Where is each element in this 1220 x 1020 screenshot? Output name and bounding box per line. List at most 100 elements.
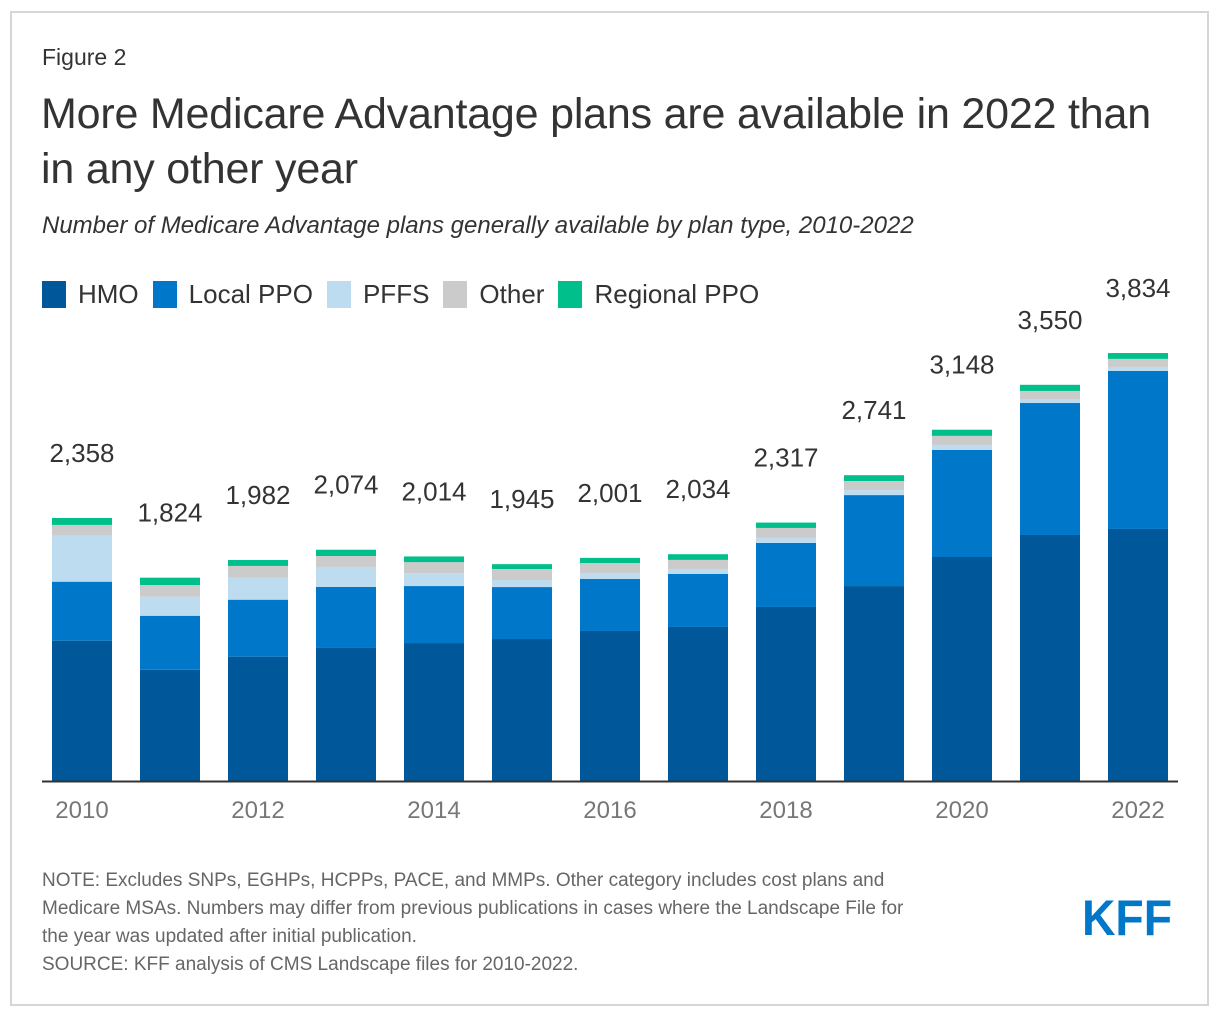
total-label-2012: 1,982 (225, 480, 290, 510)
bar-stack-2014 (404, 556, 464, 782)
legend-label-regional-ppo: Regional PPO (594, 279, 760, 309)
legend-label-pffs: PFFS (362, 279, 430, 309)
bar-regional-ppo-2021 (1020, 384, 1080, 391)
total-label-2011: 1,824 (137, 498, 202, 528)
bar-stack-2021 (1020, 384, 1080, 782)
bar-local-ppo-2014 (404, 586, 464, 644)
legend-label-local-ppo: Local PPO (188, 279, 313, 309)
legend-item-hmo: HMO (42, 279, 139, 310)
total-label-2015: 1,945 (489, 484, 554, 514)
legend-swatch-hmo (42, 281, 66, 308)
bar-other-2014 (404, 562, 464, 574)
bar-regional-ppo-2018 (756, 522, 816, 528)
x-tick-label-2018: 2018 (759, 797, 812, 824)
bar-other-2021 (1020, 390, 1080, 399)
bar-hmo-2019 (844, 586, 904, 782)
x-tick-label-2014: 2014 (407, 797, 460, 824)
bar-pffs-2010 (52, 535, 112, 582)
note-line: NOTE: Excludes SNPs, EGHPs, HCPPs, PACE,… (42, 870, 885, 891)
x-tick-label-2020: 2020 (935, 797, 988, 824)
bar-local-ppo-2022 (1108, 370, 1168, 529)
legend-item-regional-ppo: Regional PPO (558, 279, 759, 310)
bar-other-2012 (228, 565, 288, 578)
bar-pffs-2017 (668, 568, 728, 574)
bar-hmo-2018 (756, 606, 816, 782)
kff-logo: KFF (1082, 898, 1172, 938)
bar-other-2020 (932, 435, 992, 445)
stacked-bar-chart: 2,358 2010 1,824 1,982 2012 2,074 2,014 2014 1,9… (42, 273, 1178, 824)
total-label-2019: 2,741 (841, 395, 906, 425)
bar-regional-ppo-2019 (844, 475, 904, 482)
legend-item-pffs: PFFS (326, 279, 430, 310)
bar-local-ppo-2021 (1020, 403, 1080, 535)
bar-stack-2022 (1108, 353, 1168, 782)
bar-other-2013 (316, 555, 376, 567)
bar-hmo-2010 (52, 640, 112, 782)
total-label-2020: 3,148 (929, 350, 994, 380)
bar-local-ppo-2017 (668, 573, 728, 627)
bar-other-2019 (844, 481, 904, 491)
x-tick-label-2022: 2022 (1111, 797, 1164, 824)
bar-pffs-2018 (756, 537, 816, 543)
note-source: NOTE: Excludes SNPs, EGHPs, HCPPs, PACE,… (42, 867, 1052, 979)
bar-local-ppo-2013 (316, 586, 376, 648)
bar-hmo-2022 (1108, 528, 1168, 782)
bar-hmo-2016 (580, 630, 640, 782)
bar-stack-2015 (492, 564, 552, 782)
bar-other-2010 (52, 524, 112, 536)
bar-stack-2019 (844, 475, 904, 782)
bar-hmo-2017 (668, 626, 728, 782)
total-label-2017: 2,034 (665, 474, 730, 504)
bar-local-ppo-2020 (932, 449, 992, 557)
x-tick-label-2010: 2010 (55, 797, 108, 824)
figure-frame (10, 11, 1209, 1006)
total-label-2014: 2,014 (401, 476, 466, 506)
bar-other-2016 (580, 563, 640, 573)
legend-swatch-local-ppo (152, 281, 177, 308)
note-line: Medicare MSAs. Numbers may differ from p… (42, 898, 904, 919)
figure-label: Figure 2 (42, 44, 127, 70)
bar-regional-ppo-2020 (932, 429, 992, 436)
bar-regional-ppo-2013 (316, 549, 376, 556)
bar-hmo-2012 (228, 656, 288, 782)
total-label-2021: 3,550 (1017, 305, 1082, 335)
bar-regional-ppo-2022 (1108, 353, 1168, 359)
legend-swatch-pffs (326, 281, 351, 308)
bar-stack-2012 (228, 560, 288, 782)
bar-stack-2013 (316, 549, 376, 782)
bar-other-2015 (492, 569, 552, 581)
bar-regional-ppo-2014 (404, 556, 464, 563)
total-label-2018: 2,317 (753, 443, 818, 473)
kff-logo-text: KFF (1082, 898, 1172, 938)
bar-local-ppo-2010 (52, 581, 112, 641)
bar-stack-2016 (580, 557, 640, 782)
bar-regional-ppo-2016 (580, 557, 640, 564)
legend-item-local-ppo: Local PPO (152, 279, 313, 310)
legend-swatch-other (443, 281, 468, 308)
bar-other-2011 (140, 585, 200, 597)
bar-pffs-2020 (932, 444, 992, 450)
bar-pffs-2021 (1020, 398, 1080, 404)
note-line: the year was updated after initial publi… (42, 926, 417, 947)
chart-title: More Medicare Advantage plans are availa… (41, 90, 1151, 193)
total-label-2010: 2,358 (49, 438, 114, 468)
bar-stack-2020 (932, 429, 992, 782)
bar-local-ppo-2012 (228, 599, 288, 657)
chart-subtitle: Number of Medicare Advantage plans gener… (42, 212, 914, 239)
bar-regional-ppo-2015 (492, 564, 552, 570)
bar-other-2018 (756, 527, 816, 538)
total-label-2022: 3,834 (1105, 273, 1170, 303)
bar-stack-2017 (668, 554, 728, 782)
x-tick-label-2012: 2012 (231, 797, 284, 824)
source-line: SOURCE: KFF analysis of CMS Landscape fi… (42, 954, 579, 975)
total-label-2013: 2,074 (313, 470, 378, 500)
bar-stack-2018 (756, 522, 816, 782)
bar-pffs-2022 (1108, 366, 1168, 371)
legend-label-hmo: HMO (78, 279, 139, 309)
legend-item-other: Other (443, 279, 544, 310)
bar-hmo-2015 (492, 639, 552, 782)
legend: HMO Local PPO PFFS Other Regional PPO (42, 279, 773, 310)
x-tick-label-2016: 2016 (583, 797, 636, 824)
legend-swatch-regional-ppo (558, 281, 583, 308)
bar-regional-ppo-2011 (140, 577, 200, 586)
